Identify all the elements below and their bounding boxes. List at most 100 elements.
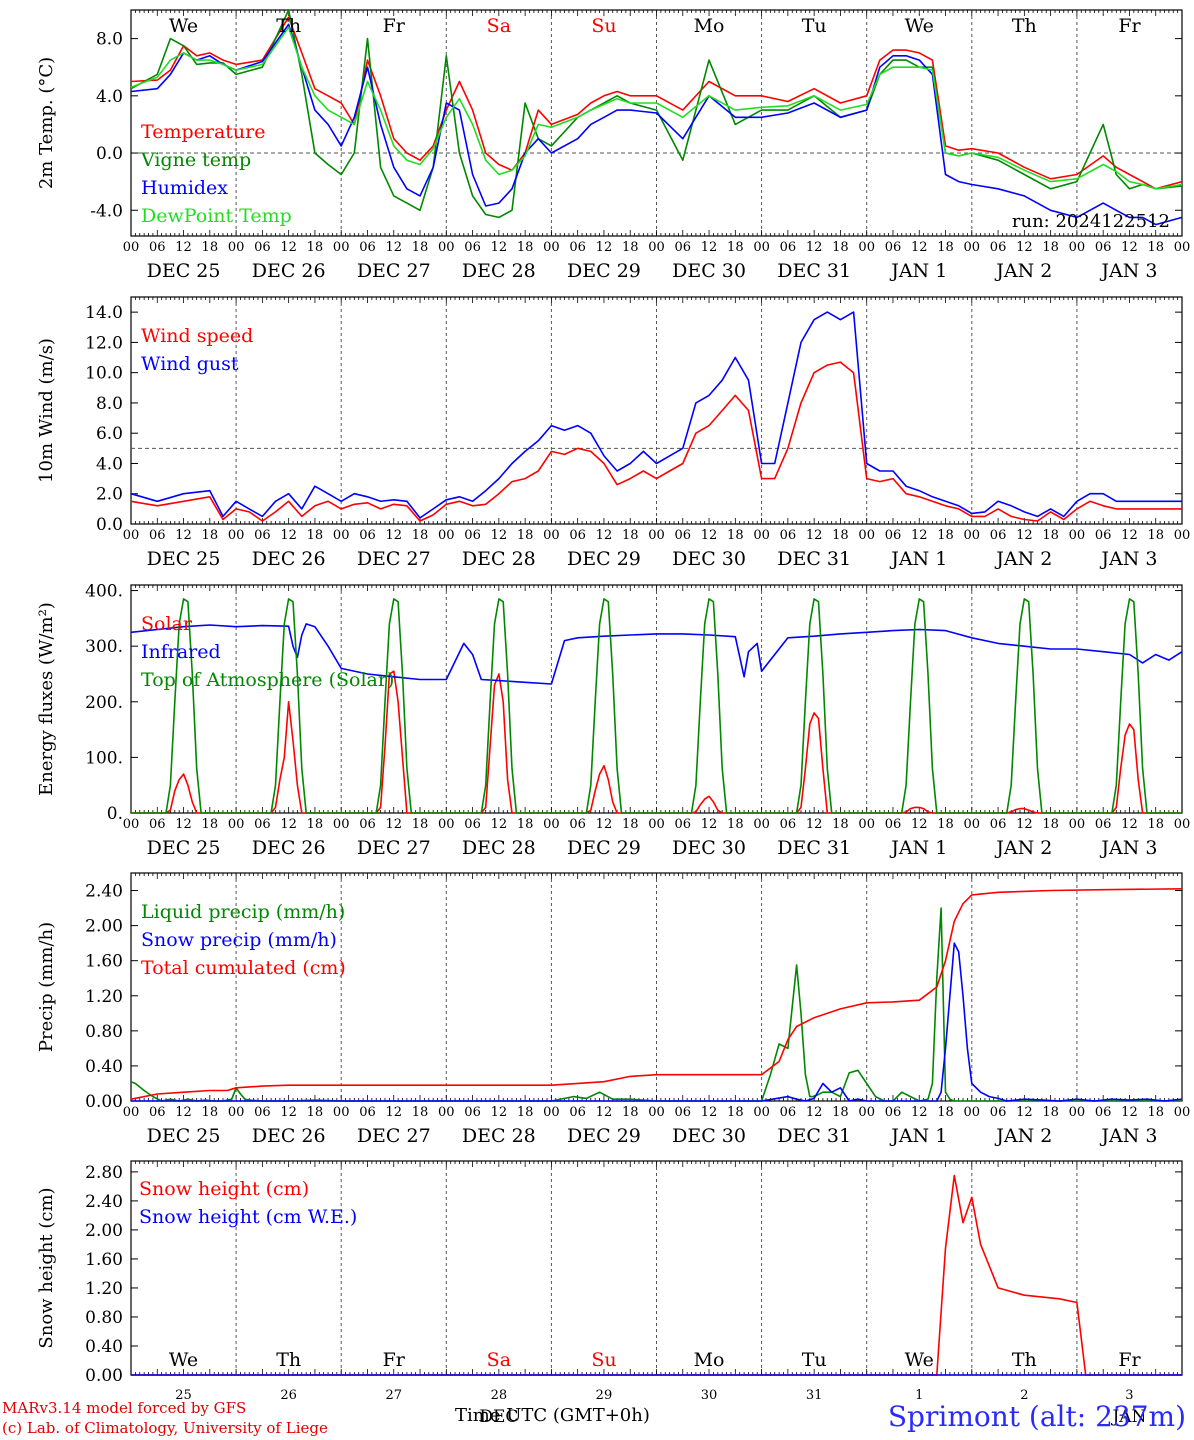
day-number: 28 (491, 1388, 508, 1403)
date-label: DEC 27 (357, 260, 431, 282)
date-label: JAN 1 (889, 260, 947, 282)
hour-label: 00 (333, 1105, 350, 1120)
date-label: JAN 3 (1099, 260, 1157, 282)
hour-label: 18 (727, 1105, 744, 1120)
hour-label: 12 (911, 240, 928, 255)
hour-label: 00 (964, 1105, 981, 1120)
hour-label: 00 (1069, 1105, 1086, 1120)
hour-label: 12 (911, 817, 928, 832)
hour-label: 18 (1042, 528, 1059, 543)
weekday-label: We (169, 1349, 198, 1371)
hour-label: 06 (464, 1105, 481, 1120)
series-temperature (130, 16, 1183, 190)
y-tick-label: 0.0 (96, 144, 123, 164)
hour-label: 06 (149, 528, 166, 543)
date-label: DEC 28 (462, 260, 536, 282)
hour-label: 00 (228, 1105, 245, 1120)
y-tick-label: 8.0 (96, 30, 123, 50)
hour-label: 18 (622, 1105, 639, 1120)
date-label: DEC 28 (462, 548, 536, 570)
date-label: DEC 31 (777, 837, 851, 859)
y-tick-label: 8.0 (96, 394, 123, 414)
weekday-label: Mo (694, 15, 725, 37)
y-axis-title: Precip (mm/h) (36, 922, 57, 1052)
hour-label: 12 (1121, 817, 1138, 832)
hour-label: 06 (885, 1105, 902, 1120)
hour-label: 00 (543, 817, 560, 832)
hour-label: 06 (675, 528, 692, 543)
hour-label: 18 (202, 528, 219, 543)
y-tick-label: 400. (85, 582, 123, 602)
chart-panel-1: -4.0 0.0 4.0 8.0 2m Temp. (°C) Temperature Vig… (36, 9, 1191, 282)
series-wind-gust (130, 311, 1182, 519)
hour-label: 06 (1095, 1105, 1112, 1120)
hour-label: 00 (228, 817, 245, 832)
weekday-label: Tu (802, 1349, 827, 1371)
y-tick-label: 1.60 (85, 952, 123, 972)
y-tick-label: 2.40 (85, 1192, 123, 1212)
date-label: DEC 31 (777, 1125, 851, 1147)
hour-label: 12 (280, 1105, 297, 1120)
hour-label: 12 (491, 817, 508, 832)
date-label: DEC 28 (462, 1125, 536, 1147)
date-label: JAN 2 (994, 837, 1052, 859)
y-tick-label: 6.0 (96, 424, 123, 444)
y-tick-label: 4.0 (96, 454, 123, 474)
y-tick-label: 1.20 (85, 1279, 123, 1299)
hour-label: 06 (569, 240, 586, 255)
hour-label: 00 (1174, 1105, 1191, 1120)
legend-entry: Humidex (141, 177, 228, 199)
hour-label: 12 (596, 528, 613, 543)
hour-label: 12 (911, 528, 928, 543)
hour-label: 00 (964, 240, 981, 255)
hour-label: 00 (648, 528, 665, 543)
weekday-label: We (905, 15, 934, 37)
series-wind-speed (130, 361, 1182, 522)
legend-entry: Snow height (cm) (139, 1178, 309, 1200)
hour-label: 00 (123, 240, 140, 255)
weekday-label: Sa (487, 15, 511, 37)
hour-label: 18 (307, 528, 324, 543)
date-label: DEC 25 (147, 1125, 221, 1147)
hour-label: 06 (1095, 817, 1112, 832)
y-tick-label: 2.00 (85, 917, 123, 937)
series-top-of-atmosphere-solar (131, 598, 1182, 814)
hour-label: 00 (1069, 817, 1086, 832)
series-total-cumulated-cm (130, 888, 1183, 1100)
hour-label: 18 (1147, 817, 1164, 832)
legend-entry: Snow precip (mm/h) (141, 929, 337, 951)
hour-label: 00 (123, 817, 140, 832)
hour-label: 18 (412, 528, 429, 543)
hour-label: 18 (832, 817, 849, 832)
hour-label: 12 (596, 817, 613, 832)
hour-label: 00 (858, 1105, 875, 1120)
hour-label: 00 (1174, 240, 1191, 255)
hour-label: 12 (806, 240, 823, 255)
date-label: JAN 2 (994, 1125, 1052, 1147)
legend-entry: Infrared (141, 641, 221, 663)
hour-label: 00 (753, 240, 770, 255)
hour-label: 12 (701, 528, 718, 543)
y-tick-label: 1.60 (85, 1250, 123, 1270)
legend-entry: Solar (141, 613, 193, 635)
hour-label: 00 (333, 528, 350, 543)
date-label: DEC 30 (672, 548, 746, 570)
hour-label: 06 (464, 240, 481, 255)
hour-label: 06 (675, 1105, 692, 1120)
hour-label: 18 (412, 240, 429, 255)
y-tick-label: 100. (85, 748, 123, 768)
hour-label: 00 (333, 817, 350, 832)
month-label: DEC (479, 1407, 518, 1427)
hour-label: 06 (149, 1105, 166, 1120)
hour-label: 00 (543, 528, 560, 543)
hour-label: 06 (254, 528, 271, 543)
day-number: 30 (701, 1388, 718, 1403)
hour-label: 12 (175, 240, 192, 255)
y-axis-title: 2m Temp. (°C) (36, 57, 57, 189)
y-tick-label: 0.80 (85, 1022, 123, 1042)
legend-entry: Top of Atmosphere (Solar) (141, 669, 394, 691)
y-tick-label: 0.80 (85, 1308, 123, 1328)
hour-label: 12 (806, 528, 823, 543)
hour-label: 12 (596, 1105, 613, 1120)
hour-label: 06 (359, 528, 376, 543)
